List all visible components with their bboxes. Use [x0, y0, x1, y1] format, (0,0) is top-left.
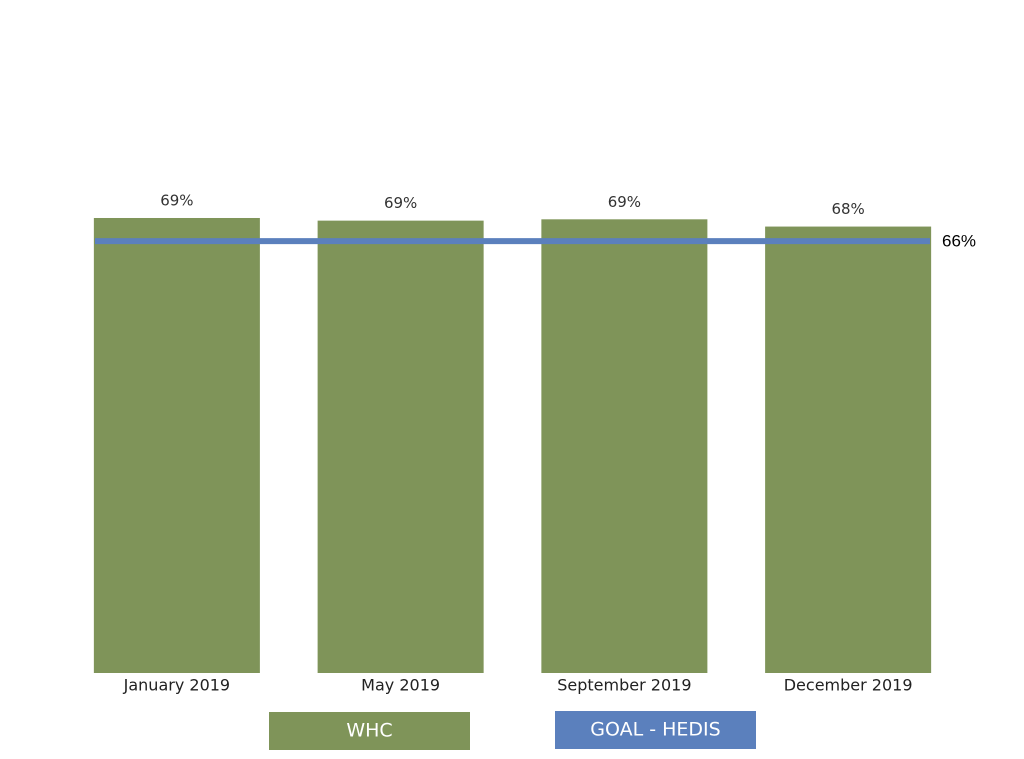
value-label: 68% [831, 200, 864, 218]
value-label: 69% [384, 194, 417, 212]
x-tick-label: December 2019 [784, 676, 913, 695]
value-label: 69% [608, 193, 641, 211]
bar [541, 219, 708, 673]
bar [93, 217, 260, 673]
bar [317, 220, 484, 673]
x-tick-label: May 2019 [361, 676, 440, 695]
x-tick-label: September 2019 [557, 676, 691, 695]
legend-label: WHC [346, 720, 392, 742]
goal-label: 66% [942, 232, 976, 251]
legend-label: GOAL - HEDIS [590, 719, 720, 741]
legend-swatch [269, 712, 470, 750]
legend-swatch [555, 711, 756, 749]
value-label: 69% [160, 191, 193, 209]
bar [765, 226, 932, 673]
x-tick-label: January 2019 [123, 676, 230, 695]
